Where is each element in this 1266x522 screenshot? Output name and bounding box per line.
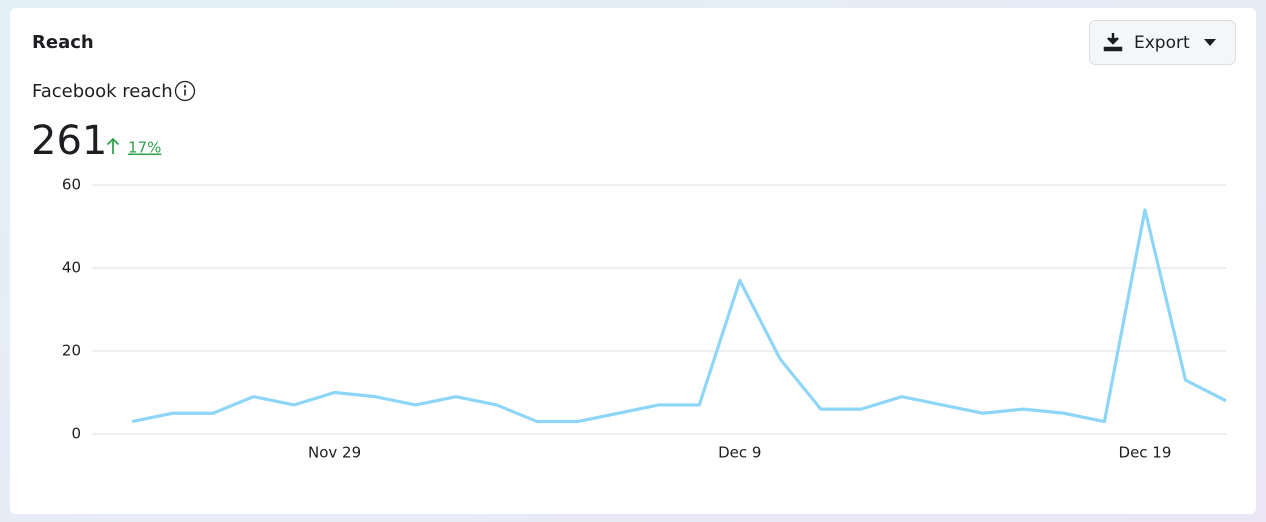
info-icon[interactable] [174,80,196,102]
card-title: Reach [32,32,94,53]
x-tick-label: Dec 9 [718,444,761,462]
dropdown-arrow [1204,39,1216,46]
export-label: Export [1134,33,1190,53]
metric-label: Facebook reach [32,81,173,102]
y-tick-label: 0 [71,425,81,443]
export-button[interactable]: Export [1089,20,1236,65]
x-tick-label: Nov 29 [308,444,361,462]
change-percent[interactable]: 17% [128,139,161,157]
y-tick-label: 60 [62,176,81,194]
x-tick-label: Dec 19 [1119,444,1172,462]
line [131,208,1227,424]
y-tick-label: 40 [62,259,81,277]
card [10,8,1256,514]
up-arrow [106,137,120,154]
y-tick-label: 20 [62,342,81,360]
download-icon [1103,33,1123,52]
metric-value: 261 [31,118,107,164]
